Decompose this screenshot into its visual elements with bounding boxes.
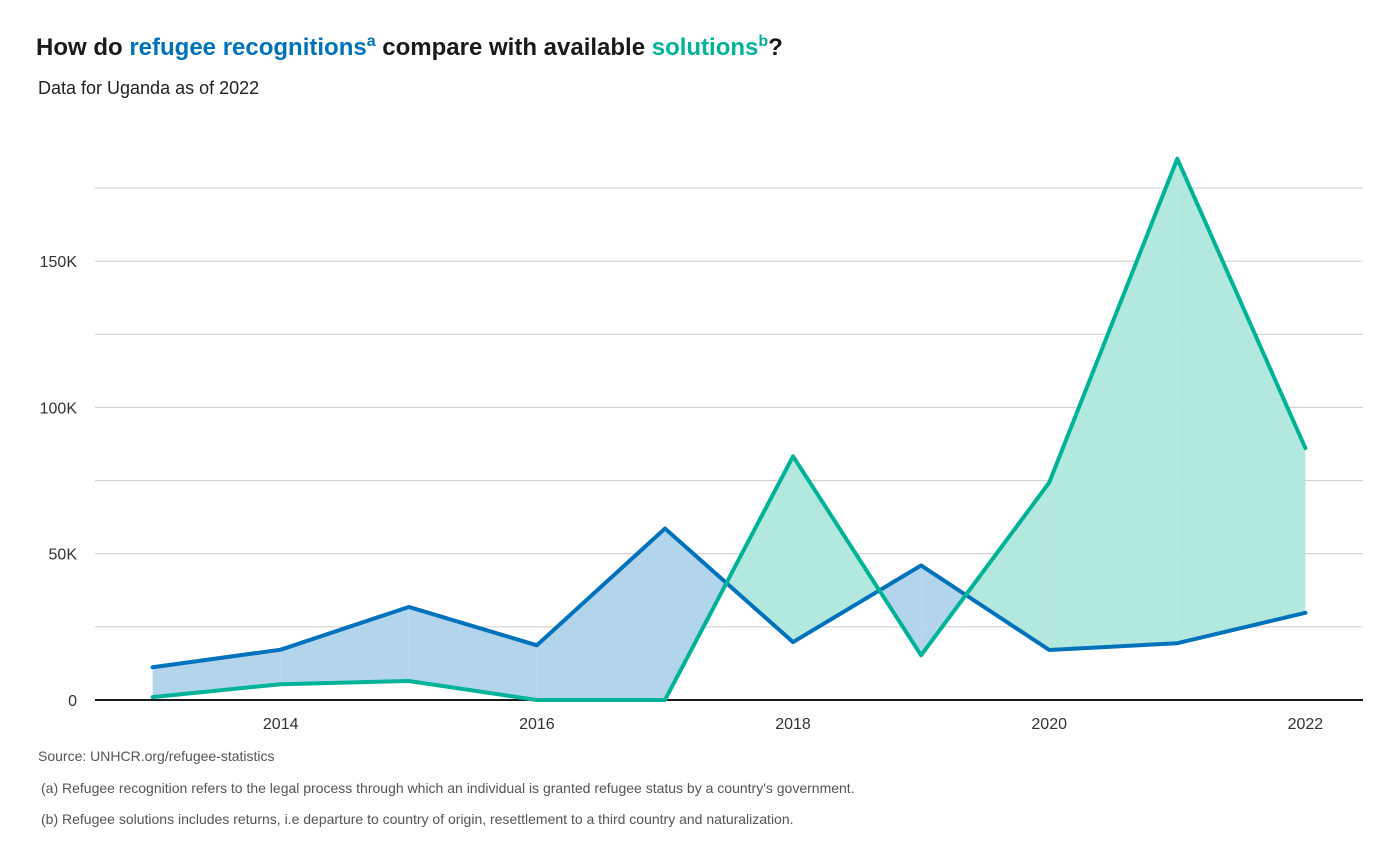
title-recognitions: refugee recognitions — [129, 34, 367, 61]
fill-layer — [152, 158, 1306, 700]
series-line-solutions — [150, 156, 1308, 702]
y-tick-label-50000: 50K — [49, 547, 78, 564]
chart-title: How do refugee recognitionsa compare wit… — [36, 34, 783, 62]
footnote-b: (b) Refugee solutions includes returns, … — [41, 811, 794, 827]
fill-segment-7 — [1049, 158, 1178, 650]
title-suffix: ? — [768, 34, 783, 61]
title-prefix: How do — [36, 34, 130, 61]
fill-segment-0 — [152, 649, 281, 698]
fill-segment-3 — [536, 528, 665, 700]
fill-segment-5b — [879, 565, 922, 656]
title-footnote-b: b — [758, 33, 769, 50]
y-tick-label-150000: 150K — [40, 254, 78, 271]
fill-segment-2 — [408, 606, 537, 700]
fill-segment-5a — [793, 456, 880, 643]
chart-subtitle: Data for Uganda as of 2022 — [38, 78, 260, 98]
y-tick-label-100000: 100K — [40, 400, 78, 417]
x-tick-label-2014: 2014 — [263, 716, 299, 733]
x-tick-label-2020: 2020 — [1031, 716, 1067, 733]
series-line-recognitions — [150, 526, 1308, 670]
title-footnote-a: a — [366, 33, 376, 50]
footnote-a: (a) Refugee recognition refers to the le… — [41, 780, 855, 796]
fill-segment-6b — [965, 482, 1050, 650]
title-middle: compare with available — [375, 34, 652, 61]
x-tick-label-2016: 2016 — [519, 716, 555, 733]
line-layer — [150, 156, 1308, 702]
x-tick-label-2018: 2018 — [775, 716, 811, 733]
title-solutions: solutions — [651, 34, 759, 61]
label-layer: 0 50K 100K 150K 2014 2016 2018 2020 2022 — [40, 254, 1324, 733]
fill-segment-1 — [280, 606, 409, 685]
fill-segment-8 — [1177, 158, 1306, 644]
y-tick-label-0: 0 — [68, 693, 77, 710]
x-tick-label-2022: 2022 — [1288, 716, 1324, 733]
source-note: Source: UNHCR.org/refugee-statistics — [38, 748, 275, 764]
